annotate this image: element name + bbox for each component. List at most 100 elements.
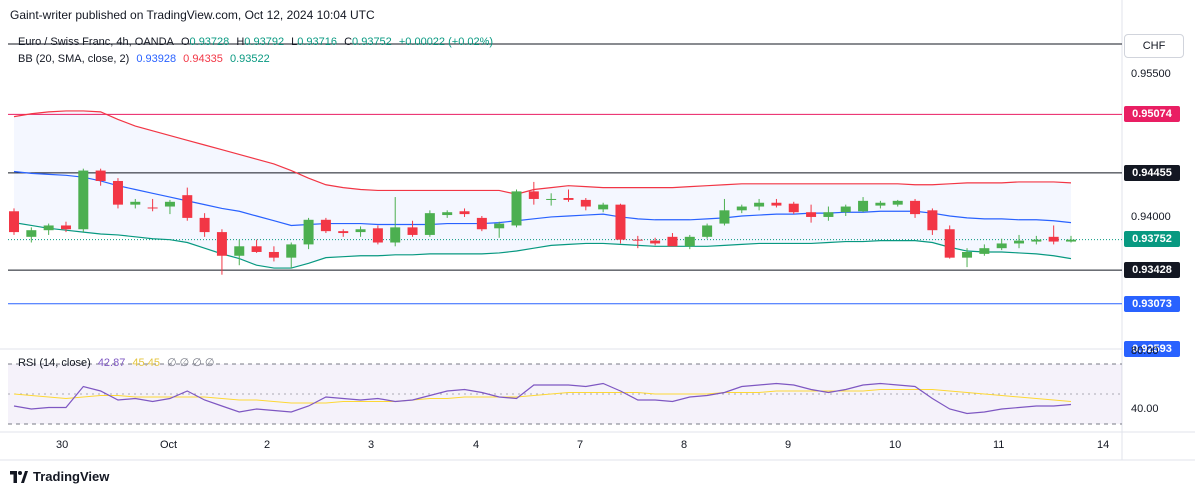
candle-body xyxy=(754,202,765,207)
tradingview-logo-icon xyxy=(10,470,28,483)
candle-body xyxy=(338,231,349,234)
candle-body xyxy=(771,202,782,206)
low-label: L xyxy=(291,36,298,48)
candle-body xyxy=(303,219,314,245)
bb-band-fill xyxy=(14,110,1071,269)
price-axis-label: 0.93428 xyxy=(1124,262,1180,279)
publish-header: Gaint-writer published on TradingView.co… xyxy=(10,8,375,22)
bb-upper-value: 0.94335 xyxy=(183,53,223,65)
rsi-value: 42.87 xyxy=(97,357,126,369)
candle-body xyxy=(60,225,71,230)
price-axis-label: 0.92593 xyxy=(1124,341,1180,358)
candle-body xyxy=(667,236,678,247)
candle-body xyxy=(268,251,279,258)
candle-body xyxy=(736,206,747,211)
candle-body xyxy=(858,200,869,212)
candle-body xyxy=(9,211,19,233)
candle-body xyxy=(78,170,89,230)
candle-body xyxy=(216,232,227,256)
candle-body xyxy=(95,170,106,181)
candle-body xyxy=(442,212,453,216)
price-tick-label: 0.95500 xyxy=(1131,68,1171,80)
rsi-name: RSI (14, close) xyxy=(18,357,91,369)
bb-lower-value: 0.93522 xyxy=(229,53,270,65)
candle-body xyxy=(112,180,123,205)
high-value: 0.93792 xyxy=(244,36,285,48)
candle-body xyxy=(806,212,817,217)
candle-body xyxy=(702,225,713,237)
candle-body xyxy=(164,201,175,207)
candle-body xyxy=(650,240,661,244)
bb-basis-value: 0.93928 xyxy=(136,53,177,65)
time-axis-label: 30 xyxy=(56,439,69,451)
time-axis-label: 2 xyxy=(264,439,271,451)
candle-body xyxy=(234,246,245,256)
candle-body xyxy=(840,206,851,213)
candle-body xyxy=(892,200,903,205)
time-axis-label: Oct xyxy=(160,439,178,451)
candle-body xyxy=(182,195,193,218)
currency-button[interactable]: CHF xyxy=(1124,34,1184,58)
rsi-line xyxy=(13,382,1072,415)
time-axis-label: 11 xyxy=(993,439,1005,451)
change-value: +0.00022 (+0.02%) xyxy=(398,36,494,48)
candle-body xyxy=(43,225,54,231)
candle-body xyxy=(979,248,990,254)
candle-body xyxy=(546,198,557,200)
candle-body xyxy=(286,244,297,258)
open-label: O xyxy=(180,36,190,48)
candle-body xyxy=(962,251,973,258)
candle-body xyxy=(823,212,834,217)
rsi-ma-line xyxy=(13,389,1072,404)
candle-body xyxy=(632,239,643,241)
high-label: H xyxy=(236,36,245,48)
candle-body xyxy=(320,219,331,232)
close-label: C xyxy=(344,36,353,48)
price-axis-label: 0.94455 xyxy=(1124,164,1180,181)
bb-lower-line xyxy=(13,222,1072,269)
symbol-legend: Euro / Swiss Franc, 4h, OANDA O0.93728 H… xyxy=(18,36,497,48)
rsi-band-fill xyxy=(8,364,1122,424)
candle-body xyxy=(26,230,37,237)
candle-body xyxy=(1014,240,1025,244)
time-axis-label: 8 xyxy=(681,439,688,451)
candle-body xyxy=(528,191,539,199)
rsi-extra-values: ∅ ∅ ∅ ∅ xyxy=(167,357,215,369)
candle-body xyxy=(251,246,262,252)
bb-legend: BB (20, SMA, close, 2) 0.93928 0.94335 0… xyxy=(18,53,274,65)
time-axis-label: 9 xyxy=(785,439,792,451)
candle-body xyxy=(875,202,886,206)
candle-body xyxy=(944,229,955,258)
rsi-legend: RSI (14, close) 42.87 45.45 ∅ ∅ ∅ ∅ xyxy=(18,356,219,369)
price-axis-label: 0.95074 xyxy=(1124,106,1180,123)
candle-body xyxy=(788,203,799,213)
candle-body xyxy=(996,243,1007,249)
candle-body xyxy=(407,227,418,235)
candle-body xyxy=(390,227,401,243)
price-axis-label: 0.93752 xyxy=(1124,231,1180,248)
candle-body xyxy=(511,191,522,226)
time-axis-label: 7 xyxy=(577,439,584,451)
rsi-tick-label: 40.00 xyxy=(1131,403,1159,415)
candle-body xyxy=(615,204,626,240)
candle-body xyxy=(130,201,141,205)
price-axis-label: 0.93073 xyxy=(1124,295,1180,312)
candle-body xyxy=(424,213,435,235)
symbol-name: Euro / Swiss Franc, 4h, OANDA xyxy=(18,36,174,48)
low-value: 0.93716 xyxy=(297,36,338,48)
price-tick-label: 0.94000 xyxy=(1131,211,1171,223)
candle-body xyxy=(459,211,470,215)
candle-body xyxy=(494,223,505,229)
rsi-ma-value: 45.45 xyxy=(132,357,160,369)
bb-name: BB (20, SMA, close, 2) xyxy=(18,53,130,65)
candle-body xyxy=(598,204,609,210)
candle-body xyxy=(580,199,591,207)
time-axis-label: 14 xyxy=(1097,439,1110,451)
time-axis-label: 3 xyxy=(368,439,375,451)
candle-body xyxy=(719,210,730,224)
brand-name: TradingView xyxy=(33,469,110,484)
time-axis-label: 4 xyxy=(473,439,480,451)
candle-body xyxy=(684,236,695,247)
candle-body xyxy=(372,228,383,243)
